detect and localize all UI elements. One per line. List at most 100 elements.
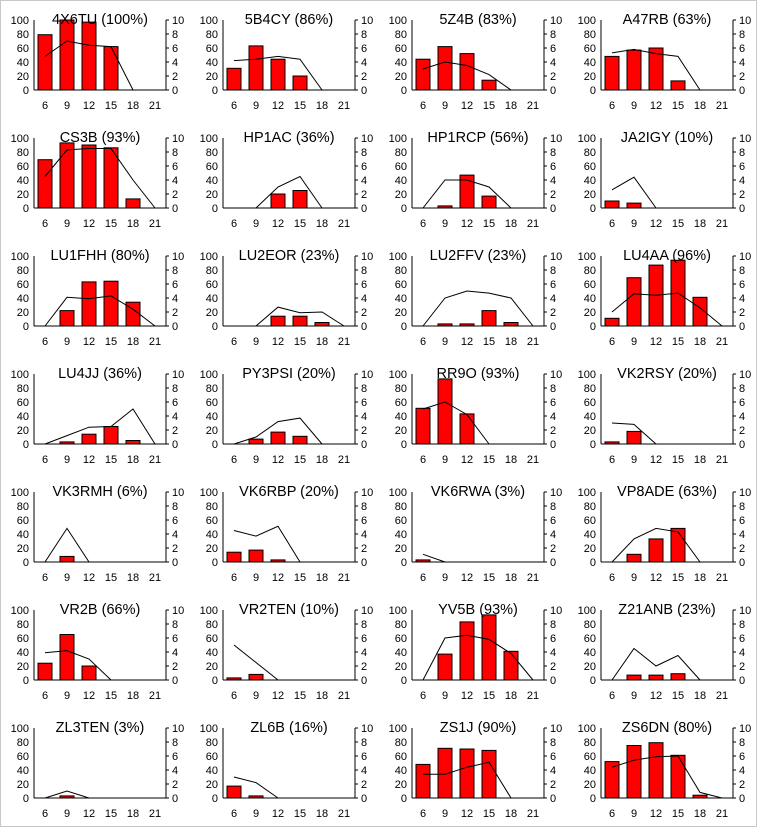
x-tick-label: 9 [442, 690, 448, 702]
left-tick-label: 40 [395, 765, 407, 777]
x-tick-label: 21 [149, 454, 161, 466]
series-line [422, 634, 534, 681]
right-tick-label: 4 [739, 57, 745, 69]
right-tick-label: 8 [361, 501, 367, 513]
right-tick-label: 6 [739, 161, 745, 173]
right-tick-label: 6 [550, 279, 556, 291]
left-tick-label: 100 [200, 605, 218, 617]
right-tick-label: 2 [172, 71, 178, 83]
x-tick-label: 9 [253, 808, 259, 820]
left-tick-label: 100 [200, 15, 218, 27]
bar [626, 553, 642, 563]
right-tick-label: 0 [361, 793, 367, 805]
x-tick-label: 15 [105, 218, 117, 230]
right-tick-label: 4 [739, 647, 745, 659]
right-tick-label: 6 [172, 515, 178, 527]
chart-panel: 0 20 40 60 80 100 0 2 4 6 8 10 6 9 12 15 18 21 HP1AC (36%) [200, 130, 374, 230]
right-tick-label: 2 [172, 779, 178, 791]
right-tick-label: 8 [739, 501, 745, 513]
left-tick-label: 40 [206, 411, 218, 423]
x-tick-label: 18 [127, 218, 139, 230]
right-tick-label: 2 [361, 425, 367, 437]
left-tick-label: 20 [395, 425, 407, 437]
bar [670, 527, 686, 563]
right-tick-label: 0 [739, 439, 745, 451]
x-tick-label: 9 [253, 690, 259, 702]
left-tick-label: 20 [584, 425, 596, 437]
bar [626, 277, 642, 327]
left-tick-label: 60 [395, 751, 407, 763]
bar [81, 433, 97, 445]
left-tick-label: 60 [206, 279, 218, 291]
right-tick-label: 0 [550, 85, 556, 97]
x-tick-label: 18 [505, 808, 517, 820]
x-tick-label: 9 [64, 572, 70, 584]
left-tick-label: 40 [206, 293, 218, 305]
right-tick-label: 0 [739, 203, 745, 215]
x-tick-label: 21 [527, 454, 539, 466]
left-tick-label: 80 [395, 29, 407, 41]
bar [37, 159, 53, 209]
x-tick-label: 15 [105, 336, 117, 348]
x-tick-label: 9 [442, 808, 448, 820]
x-tick-label: 15 [483, 690, 495, 702]
right-tick-label: 6 [550, 397, 556, 409]
bar [415, 763, 431, 799]
right-tick-label: 6 [172, 751, 178, 763]
x-tick-label: 21 [149, 808, 161, 820]
right-tick-label: 4 [550, 529, 556, 541]
left-tick-label: 0 [401, 675, 407, 687]
x-tick-label: 9 [64, 808, 70, 820]
right-tick-label: 2 [172, 425, 178, 437]
left-tick-label: 60 [584, 279, 596, 291]
left-tick-label: 80 [395, 383, 407, 395]
right-tick-label: 0 [361, 557, 367, 569]
right-tick-label: 8 [550, 265, 556, 277]
x-tick-label: 15 [105, 572, 117, 584]
right-tick-label: 10 [739, 487, 751, 499]
right-tick-label: 0 [550, 321, 556, 333]
panel-title: LU2EOR (23%) [239, 248, 340, 264]
x-tick-label: 21 [338, 690, 350, 702]
bar [415, 58, 431, 91]
left-tick-label: 80 [584, 147, 596, 159]
right-tick-label: 0 [172, 321, 178, 333]
right-tick-label: 2 [739, 189, 745, 201]
right-tick-label: 4 [361, 647, 367, 659]
right-tick-label: 8 [172, 383, 178, 395]
right-tick-label: 8 [172, 29, 178, 41]
x-tick-label: 15 [672, 336, 684, 348]
bar [248, 549, 264, 563]
left-tick-label: 100 [578, 487, 596, 499]
right-tick-label: 6 [361, 397, 367, 409]
left-tick-label: 100 [200, 369, 218, 381]
left-tick-label: 100 [11, 369, 29, 381]
bar [604, 200, 620, 209]
left-tick-label: 20 [17, 543, 29, 555]
right-tick-label: 10 [550, 487, 562, 499]
left-tick-label: 80 [584, 619, 596, 631]
x-tick-label: 9 [253, 100, 259, 112]
right-tick-label: 0 [550, 675, 556, 687]
x-tick-label: 12 [272, 690, 284, 702]
x-tick-label: 9 [631, 218, 637, 230]
series-line [44, 527, 90, 563]
left-tick-label: 20 [395, 307, 407, 319]
x-tick-label: 9 [631, 454, 637, 466]
x-tick-label: 18 [127, 454, 139, 466]
x-tick-label: 21 [149, 100, 161, 112]
right-tick-label: 4 [172, 293, 178, 305]
chart-panel: 0 20 40 60 80 100 0 2 4 6 8 10 6 9 12 15 18 21 LU2FFV (23%… [389, 248, 563, 348]
right-tick-label: 6 [739, 397, 745, 409]
left-tick-label: 100 [389, 133, 407, 145]
left-tick-label: 20 [584, 779, 596, 791]
right-tick-label: 8 [739, 737, 745, 749]
x-tick-label: 15 [105, 808, 117, 820]
x-tick-label: 6 [231, 100, 237, 112]
x-tick-label: 21 [338, 572, 350, 584]
bar [648, 538, 664, 563]
left-tick-label: 0 [401, 557, 407, 569]
right-tick-label: 4 [172, 175, 178, 187]
bar [481, 310, 497, 327]
bar [37, 662, 53, 681]
